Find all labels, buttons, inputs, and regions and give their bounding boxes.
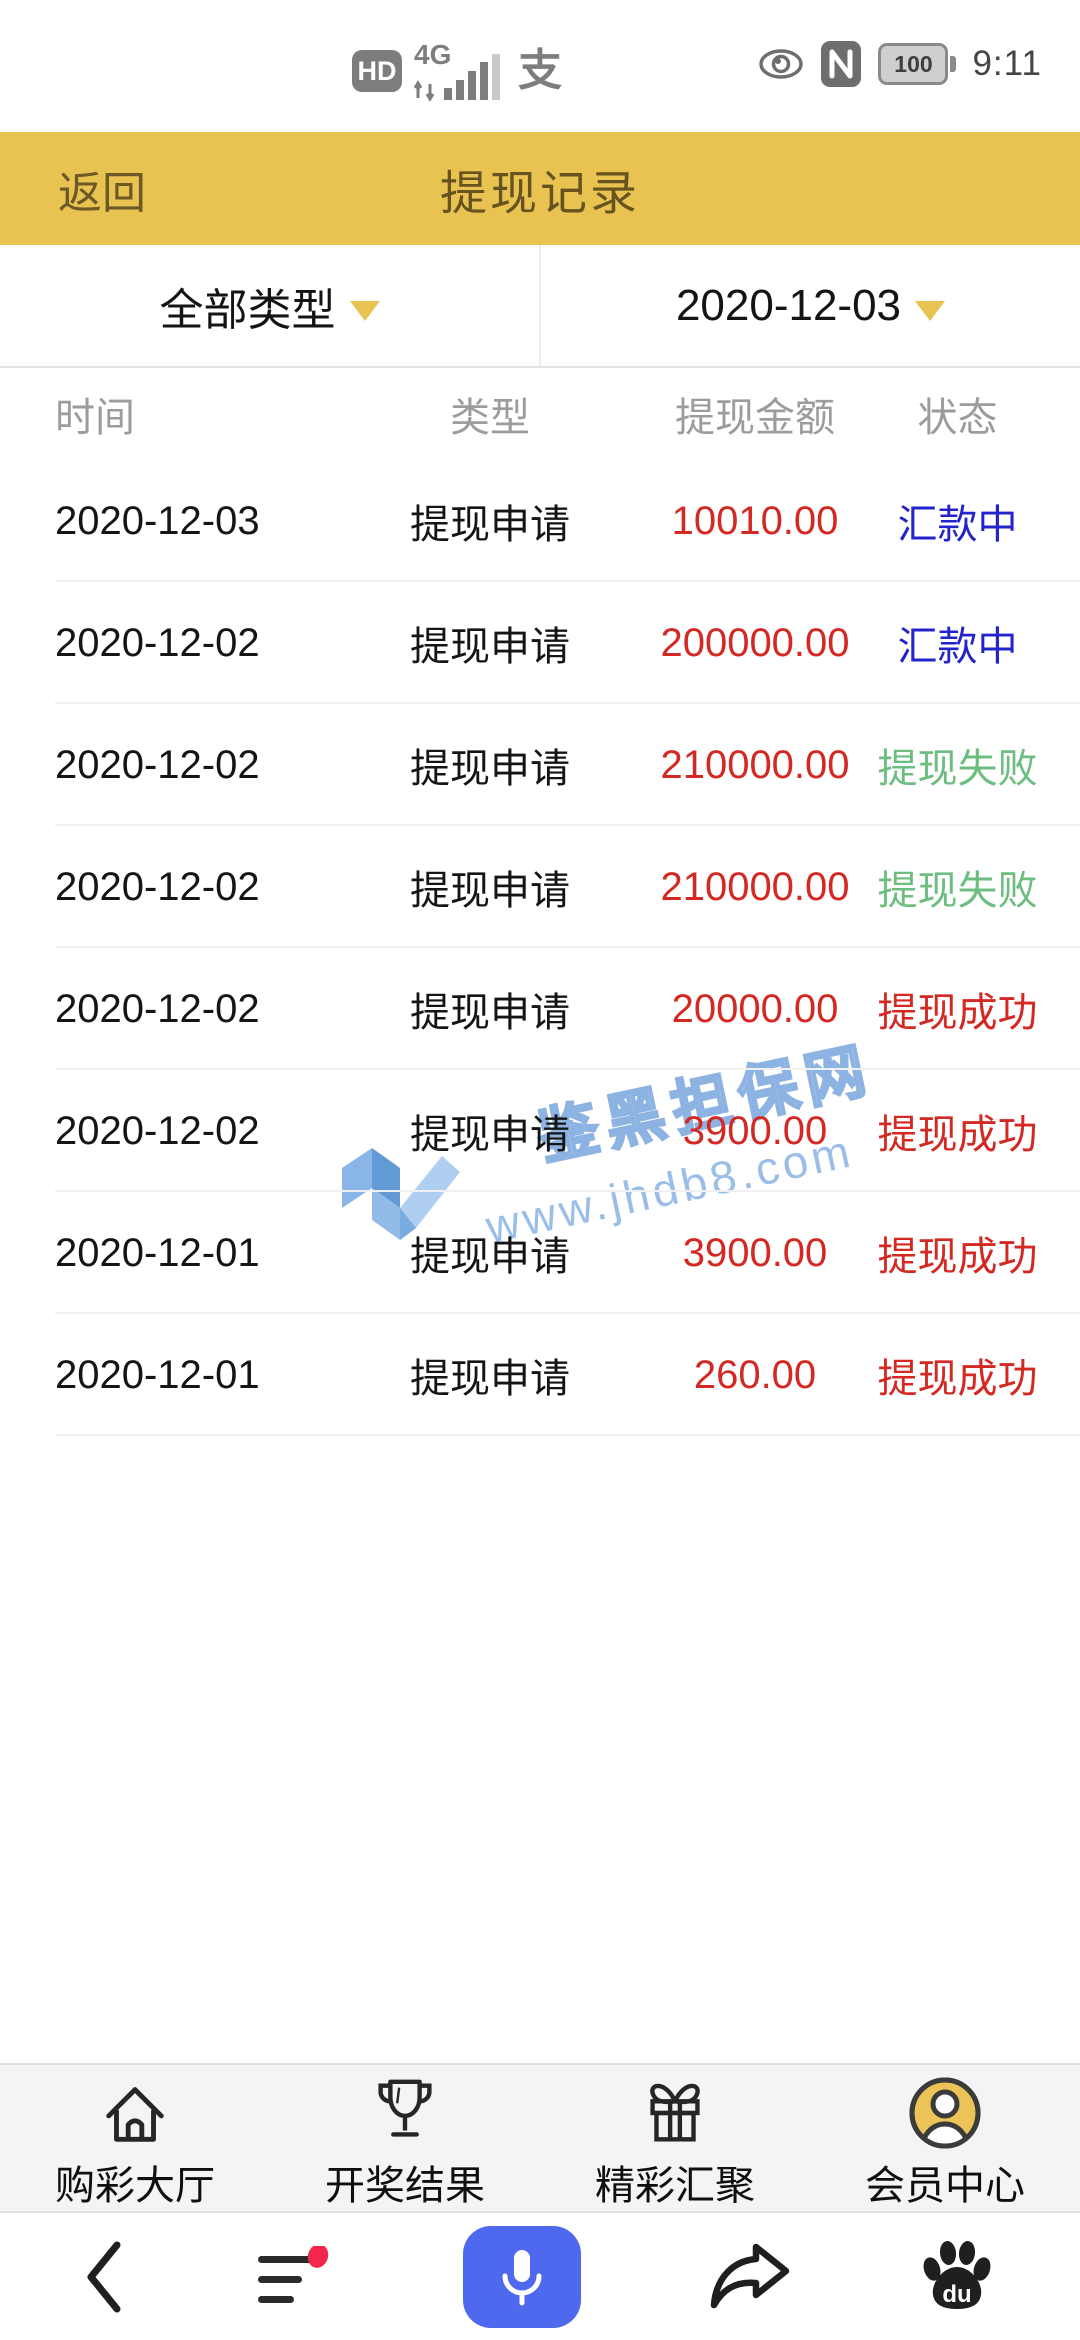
app-header: 返回 提现记录 <box>0 132 1080 245</box>
row-date: 2020-12-02 <box>55 742 260 787</box>
row-status: 提现成功 <box>877 1113 1038 1157</box>
row-type: 提现申请 <box>410 1235 570 1279</box>
table-row[interactable]: 2020-12-03 提现申请 10010.00 汇款中 <box>0 460 1080 582</box>
row-amount: 210000.00 <box>660 742 850 787</box>
status-bar: HD 4G 支 100 9:11 <box>0 0 1080 132</box>
type-filter-dropdown[interactable]: 全部类型 <box>0 245 541 366</box>
table-row[interactable]: 2020-12-01 提现申请 3900.00 提现成功 <box>0 1192 1080 1314</box>
row-type: 提现申请 <box>410 1113 570 1157</box>
row-amount: 200000.00 <box>660 620 850 665</box>
row-type: 提现申请 <box>410 1357 570 1401</box>
table-row[interactable]: 2020-12-02 提现申请 3900.00 提现成功 <box>0 1070 1080 1192</box>
row-amount: 20000.00 <box>671 986 839 1031</box>
col-header-status: 状态 <box>917 396 998 440</box>
baidu-app-button[interactable]: du <box>919 2239 995 2315</box>
nav-label: 开奖结果 <box>325 2164 485 2208</box>
row-amount: 3900.00 <box>682 1108 828 1153</box>
row-date: 2020-12-02 <box>55 986 260 1031</box>
nav-item-member-center[interactable]: 会员中心 <box>810 2065 1080 2211</box>
nfc-icon <box>821 41 862 87</box>
gift-icon <box>636 2073 714 2153</box>
signal-4g-icon: 4G <box>414 40 500 102</box>
chevron-down-icon <box>349 300 380 321</box>
date-filter-label: 2020-12-03 <box>675 280 902 330</box>
row-amount: 210000.00 <box>660 864 850 909</box>
member-icon <box>905 2073 985 2153</box>
nav-label: 购彩大厅 <box>55 2164 215 2208</box>
row-date: 2020-12-01 <box>55 1352 260 1397</box>
type-filter-label: 全部类型 <box>159 285 336 335</box>
trophy-icon <box>366 2073 444 2153</box>
table-row[interactable]: 2020-12-02 提现申请 200000.00 汇款中 <box>0 582 1080 704</box>
page-title: 提现记录 <box>440 166 640 219</box>
share-button[interactable] <box>708 2241 792 2313</box>
row-status: 提现失败 <box>877 747 1038 791</box>
notification-dot <box>307 2245 329 2268</box>
table-row[interactable]: 2020-12-02 提现申请 20000.00 提现成功 <box>0 948 1080 1070</box>
row-date: 2020-12-01 <box>55 1230 260 1275</box>
row-date: 2020-12-02 <box>55 864 260 909</box>
system-menu-button[interactable] <box>250 2245 336 2308</box>
row-type: 提现申请 <box>410 503 570 547</box>
table-row[interactable]: 2020-12-01 提现申请 260.00 提现成功 <box>0 1314 1080 1436</box>
row-type: 提现申请 <box>410 625 570 669</box>
svg-text:du: du <box>942 2281 971 2308</box>
microphone-icon <box>502 2249 542 2305</box>
row-date: 2020-12-03 <box>55 498 260 543</box>
nav-item-draw-results[interactable]: 开奖结果 <box>270 2065 540 2211</box>
battery-icon: 100 <box>878 43 957 85</box>
baidu-paw-icon: du <box>923 2240 991 2309</box>
system-back-button[interactable] <box>85 2239 123 2315</box>
system-navigation-bar: du <box>0 2213 1080 2340</box>
row-status: 汇款中 <box>897 503 1018 547</box>
row-type: 提现申请 <box>410 747 570 791</box>
alipay-status-icon: 支 <box>518 46 562 95</box>
clock-time: 9:11 <box>972 44 1042 83</box>
records-list: 2020-12-03 提现申请 10010.00 汇款中 2020-12-02 … <box>0 460 1080 1436</box>
row-type: 提现申请 <box>410 991 570 1035</box>
row-status: 汇款中 <box>897 625 1018 669</box>
row-status: 提现成功 <box>877 1357 1038 1401</box>
home-icon <box>96 2073 174 2153</box>
nav-item-lottery-hall[interactable]: 购彩大厅 <box>0 2065 270 2211</box>
row-status: 提现失败 <box>877 869 1038 913</box>
row-amount: 10010.00 <box>671 498 839 543</box>
back-button[interactable]: 返回 <box>58 168 146 218</box>
eye-comfort-icon <box>759 49 804 79</box>
nav-item-highlights[interactable]: 精彩汇聚 <box>540 2065 810 2211</box>
row-date: 2020-12-02 <box>55 1108 260 1153</box>
svg-text:4G: 4G <box>414 40 451 70</box>
voice-assistant-button[interactable] <box>463 2225 581 2328</box>
status-right-cluster: 100 9:11 <box>758 40 1042 88</box>
table-header: 时间 类型 提现金额 状态 <box>0 368 1080 460</box>
bottom-navigation: 购彩大厅 开奖结果 精彩汇聚 <box>0 2063 1080 2213</box>
nav-label: 精彩汇聚 <box>595 2164 755 2208</box>
col-header-type: 类型 <box>450 396 530 440</box>
battery-level: 100 <box>878 43 949 85</box>
table-row[interactable]: 2020-12-02 提现申请 210000.00 提现失败 <box>0 704 1080 826</box>
row-type: 提现申请 <box>410 869 570 913</box>
chevron-down-icon <box>915 300 946 321</box>
date-filter-dropdown[interactable]: 2020-12-03 <box>541 245 1080 366</box>
col-header-time: 时间 <box>55 396 135 440</box>
row-amount: 260.00 <box>693 1352 817 1397</box>
filter-row: 全部类型 2020-12-03 <box>0 245 1080 368</box>
row-amount: 3900.00 <box>682 1230 828 1275</box>
nav-label: 会员中心 <box>865 2164 1025 2208</box>
table-row[interactable]: 2020-12-02 提现申请 210000.00 提现失败 <box>0 826 1080 948</box>
hd-voice-icon: HD <box>352 50 402 92</box>
row-date: 2020-12-02 <box>55 620 260 665</box>
row-status: 提现成功 <box>877 1235 1038 1279</box>
col-header-amount: 提现金额 <box>675 396 835 440</box>
status-left-cluster: HD 4G 支 <box>352 40 562 102</box>
row-status: 提现成功 <box>877 991 1038 1035</box>
